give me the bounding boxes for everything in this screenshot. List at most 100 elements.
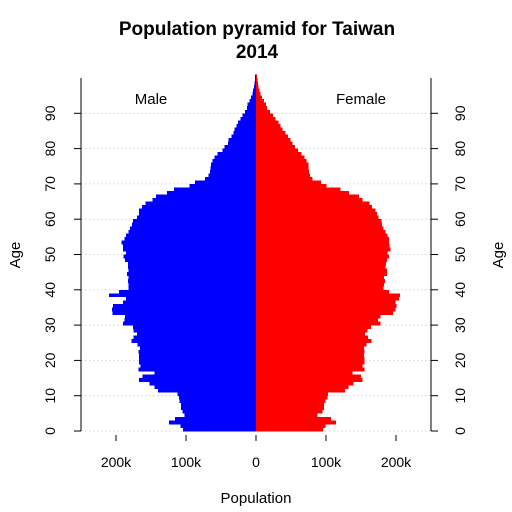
male-bar-age-90 bbox=[244, 109, 256, 114]
female-bar-age-28 bbox=[256, 328, 368, 333]
male-bar-age-65 bbox=[152, 198, 256, 202]
male-bar-age-94 bbox=[251, 95, 256, 100]
female-bar-age-22 bbox=[256, 349, 365, 354]
y-tick-label-left-0: 0 bbox=[42, 427, 58, 435]
female-bar-age-63 bbox=[256, 205, 373, 209]
male-bar-age-17 bbox=[138, 367, 256, 372]
female-bar-age-21 bbox=[256, 353, 364, 358]
male-bar-age-7 bbox=[181, 402, 256, 407]
male-bar-age-2 bbox=[169, 420, 256, 425]
y-tick-label-left-60: 60 bbox=[42, 211, 58, 227]
male-bar-age-83 bbox=[231, 134, 256, 139]
female-bar-age-62 bbox=[256, 208, 376, 213]
female-bar-age-66 bbox=[256, 194, 359, 199]
male-bar-age-72 bbox=[208, 173, 256, 178]
female-bar-age-47 bbox=[256, 261, 387, 266]
female-bar-age-42 bbox=[256, 279, 385, 284]
male-bar-age-78 bbox=[217, 152, 256, 157]
female-bar-age-7 bbox=[256, 402, 324, 407]
female-bar-age-49 bbox=[256, 254, 389, 259]
male-bar-age-59 bbox=[132, 219, 256, 224]
male-bar-age-55 bbox=[125, 233, 256, 238]
female-bar-age-25 bbox=[256, 339, 372, 344]
female-bar-age-30 bbox=[256, 321, 381, 326]
y-tick-label-right-0: 0 bbox=[452, 427, 468, 435]
female-bar-age-23 bbox=[256, 346, 364, 351]
male-bar-age-73 bbox=[209, 169, 256, 174]
female-bar-age-12 bbox=[256, 385, 349, 389]
male-bar-age-50 bbox=[125, 250, 256, 255]
female-bar-age-56 bbox=[256, 229, 386, 234]
x-tick-label--100000: 100k bbox=[171, 454, 202, 470]
male-bar-age-64 bbox=[145, 201, 256, 206]
female-bar-age-2 bbox=[256, 420, 336, 425]
male-bar-age-12 bbox=[154, 385, 256, 389]
female-bar-age-13 bbox=[256, 381, 354, 386]
male-bar-age-63 bbox=[141, 205, 256, 209]
female-bar-age-35 bbox=[256, 303, 397, 308]
female-bar-age-71 bbox=[256, 176, 313, 181]
female-bar-age-75 bbox=[256, 162, 309, 167]
male-bar-age-84 bbox=[233, 130, 256, 135]
male-bar-age-56 bbox=[128, 229, 256, 234]
y-tick-label-right-10: 10 bbox=[452, 388, 468, 404]
female-bar-age-27 bbox=[256, 332, 366, 337]
male-bar-age-8 bbox=[179, 399, 256, 404]
female-bar-age-39 bbox=[256, 289, 389, 294]
female-bar-age-87 bbox=[256, 120, 279, 125]
male-bar-age-91 bbox=[246, 106, 256, 111]
female-bar-age-84 bbox=[256, 130, 286, 135]
female-bar-age-10 bbox=[256, 392, 329, 397]
chart-subtitle: 2014 bbox=[236, 42, 279, 63]
female-bar-age-41 bbox=[256, 282, 385, 287]
male-bar-age-26 bbox=[133, 335, 256, 340]
female-bar-age-1 bbox=[256, 423, 326, 428]
male-bar-age-89 bbox=[242, 113, 256, 118]
male-bar-age-31 bbox=[124, 318, 257, 322]
female-bar-age-58 bbox=[256, 222, 382, 227]
female-bar-age-8 bbox=[256, 399, 326, 404]
female-bar-age-3 bbox=[256, 416, 331, 421]
female-bar-age-15 bbox=[256, 374, 361, 379]
female-bar-age-16 bbox=[256, 370, 353, 375]
male-bar-age-99 bbox=[254, 78, 256, 82]
male-bar-age-44 bbox=[127, 272, 256, 277]
female-bar-age-17 bbox=[256, 367, 365, 372]
female-bar-age-40 bbox=[256, 286, 384, 291]
male-bar-age-67 bbox=[167, 190, 256, 195]
male-bar-age-46 bbox=[127, 265, 257, 269]
female-bar-age-59 bbox=[256, 219, 382, 224]
female-bar-age-32 bbox=[256, 314, 381, 319]
male-bar-age-19 bbox=[139, 360, 256, 365]
female-bar-age-72 bbox=[256, 173, 310, 178]
female-bar-age-95 bbox=[256, 92, 261, 96]
female-bar-age-80 bbox=[256, 145, 296, 149]
male-bar-age-25 bbox=[131, 339, 256, 344]
male-bar-age-30 bbox=[123, 321, 256, 326]
male-label: Male bbox=[135, 91, 168, 108]
y-tick-label-right-20: 20 bbox=[452, 352, 468, 368]
female-bar-age-36 bbox=[256, 300, 396, 305]
y-axis-label-left: Age bbox=[7, 242, 24, 269]
female-bar-age-0 bbox=[256, 427, 324, 432]
female-bar-age-26 bbox=[256, 335, 368, 340]
axes-group: 0 0 10 10 20 20 30 30 40 40 50 50 60 60 70 70 80 80 90 90 20… bbox=[42, 78, 468, 470]
female-bar-age-37 bbox=[256, 296, 399, 301]
female-bar-age-73 bbox=[256, 169, 310, 174]
y-tick-label-left-90: 90 bbox=[42, 105, 58, 121]
male-bar-age-39 bbox=[118, 289, 256, 294]
male-bar-age-74 bbox=[210, 166, 256, 171]
female-bar-age-88 bbox=[256, 116, 276, 121]
y-tick-label-left-50: 50 bbox=[42, 247, 58, 263]
male-bar-age-15 bbox=[142, 374, 256, 379]
female-bar-age-33 bbox=[256, 310, 394, 315]
female-label: Female bbox=[336, 91, 386, 108]
female-bar-age-92 bbox=[256, 102, 266, 107]
male-bar-age-86 bbox=[236, 123, 256, 128]
male-bar-age-97 bbox=[253, 85, 256, 89]
male-bar-age-32 bbox=[125, 314, 256, 319]
male-bar-age-43 bbox=[128, 275, 256, 280]
male-bar-age-61 bbox=[139, 212, 256, 217]
female-bar-age-89 bbox=[256, 113, 273, 118]
